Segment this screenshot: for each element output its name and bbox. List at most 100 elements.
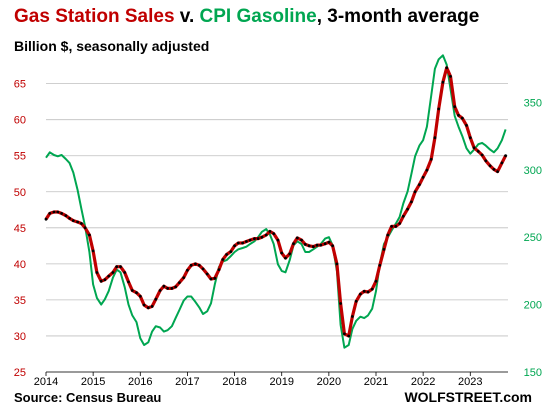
y-left-tick-label: 45 <box>14 223 26 235</box>
data-point-gas-station-sales <box>68 217 71 220</box>
data-point-gas-station-sales <box>476 150 480 153</box>
data-point-gas-station-sales <box>343 332 346 336</box>
y-right-tick-label: 150 <box>524 367 542 379</box>
data-point-gas-station-sales <box>130 289 134 292</box>
data-point-gas-station-sales <box>99 279 103 283</box>
data-point-gas-station-sales <box>382 248 386 251</box>
data-point-gas-station-sales <box>433 136 437 140</box>
data-point-gas-station-sales <box>236 241 240 245</box>
data-point-gas-station-sales <box>241 241 245 245</box>
data-point-gas-station-sales <box>359 292 362 296</box>
data-point-gas-station-sales <box>178 281 181 284</box>
data-point-gas-station-sales <box>335 262 339 266</box>
data-point-gas-station-sales <box>76 220 79 224</box>
data-point-gas-station-sales <box>127 280 130 284</box>
data-point-gas-station-sales <box>158 289 162 292</box>
data-point-gas-station-sales <box>150 305 154 308</box>
data-point-gas-station-sales <box>170 287 174 290</box>
data-point-gas-station-sales <box>253 237 256 241</box>
data-point-gas-station-sales <box>60 212 63 215</box>
data-point-gas-station-sales <box>248 238 252 242</box>
data-point-gas-station-sales <box>401 214 405 218</box>
data-point-gas-station-sales <box>256 237 260 241</box>
y-left-tick-label: 50 <box>14 187 26 199</box>
x-tick-label: 2023 <box>458 376 482 388</box>
chart-title: Gas Station Sales v. CPI Gasoline, 3-mon… <box>14 6 479 27</box>
x-tick-label: 2020 <box>317 376 341 388</box>
data-point-gas-station-sales <box>300 238 303 242</box>
x-tick-label: 2021 <box>364 376 388 388</box>
data-point-gas-station-sales <box>229 250 233 254</box>
x-tick-label: 2015 <box>81 376 105 388</box>
data-point-gas-station-sales <box>209 277 213 281</box>
data-point-gas-station-sales <box>496 170 499 174</box>
data-point-gas-station-sales <box>468 136 472 140</box>
data-point-gas-station-sales <box>351 315 354 318</box>
data-point-gas-station-sales <box>88 233 91 237</box>
data-point-gas-station-sales <box>441 80 445 84</box>
data-point-gas-station-sales <box>194 262 197 266</box>
data-point-gas-station-sales <box>225 253 229 256</box>
data-point-gas-station-sales <box>488 164 492 168</box>
y-axis-right-ticks: 150 200 250 300 350 <box>524 97 542 379</box>
data-point-gas-station-sales <box>95 271 99 274</box>
data-point-gas-station-sales <box>44 217 48 221</box>
data-point-gas-station-sales <box>182 276 186 279</box>
data-point-gas-station-sales <box>406 207 409 211</box>
data-point-gas-station-sales <box>142 303 146 307</box>
data-point-gas-station-sales <box>457 113 460 117</box>
data-point-gas-station-sales <box>347 334 351 338</box>
x-axis-ticks: 2014 2015 2016 2017 2018 2019 2020 2021 2022 2023 <box>34 371 508 388</box>
y-right-tick-label: 250 <box>524 232 542 244</box>
data-point-gas-station-sales <box>465 124 468 127</box>
data-point-gas-station-sales <box>354 299 358 303</box>
data-point-gas-station-sales <box>484 159 488 163</box>
data-point-gas-station-sales <box>264 233 268 237</box>
data-point-gas-station-sales <box>83 226 87 230</box>
data-point-gas-station-sales <box>119 265 122 269</box>
data-point-gas-station-sales <box>80 222 83 225</box>
data-point-gas-station-sales <box>107 274 111 278</box>
data-point-gas-station-sales <box>64 214 68 218</box>
data-point-gas-station-sales <box>52 210 56 214</box>
data-point-gas-station-sales <box>390 225 393 228</box>
data-point-gas-station-sales <box>378 263 382 267</box>
data-point-gas-station-sales <box>280 251 284 255</box>
data-point-gas-station-sales <box>307 244 311 248</box>
data-point-gas-station-sales <box>260 235 264 239</box>
data-point-gas-station-sales <box>174 285 178 289</box>
x-tick-label: 2017 <box>175 376 199 388</box>
data-point-gas-station-sales <box>339 302 342 305</box>
data-point-gas-station-sales <box>135 291 138 295</box>
data-point-gas-station-sales <box>186 268 189 272</box>
y-left-tick-label: 40 <box>14 259 26 271</box>
data-point-gas-station-sales <box>115 265 119 269</box>
y-left-tick-label: 65 <box>14 79 26 91</box>
data-point-gas-station-sales <box>245 240 248 243</box>
data-point-gas-station-sales <box>472 146 476 150</box>
data-point-gas-station-sales <box>189 263 193 267</box>
y-left-tick-label: 60 <box>14 115 26 127</box>
data-point-gas-station-sales <box>386 233 390 237</box>
data-point-gas-station-sales <box>56 210 60 214</box>
data-point-gas-station-sales <box>366 290 370 294</box>
title-part-average: , 3-month average <box>317 6 480 27</box>
series-line-gas-station-sales <box>44 66 508 338</box>
data-point-gas-station-sales <box>413 190 417 194</box>
y-left-tick-label: 55 <box>14 151 26 163</box>
x-tick-label: 2019 <box>269 376 293 388</box>
data-point-gas-station-sales <box>233 244 237 248</box>
data-point-gas-station-sales <box>138 294 142 298</box>
data-point-gas-station-sales <box>268 230 272 233</box>
data-point-gas-station-sales <box>500 161 504 165</box>
data-point-gas-station-sales <box>398 222 401 225</box>
x-tick-label: 2022 <box>411 376 435 388</box>
data-point-gas-station-sales <box>425 168 429 172</box>
brand-watermark: WOLFSTREET.com <box>404 389 532 405</box>
data-point-gas-station-sales <box>205 272 209 276</box>
data-point-gas-station-sales <box>154 297 158 301</box>
y-left-tick-label: 35 <box>14 295 26 307</box>
x-tick-label: 2018 <box>222 376 246 388</box>
data-point-gas-station-sales <box>48 212 52 215</box>
